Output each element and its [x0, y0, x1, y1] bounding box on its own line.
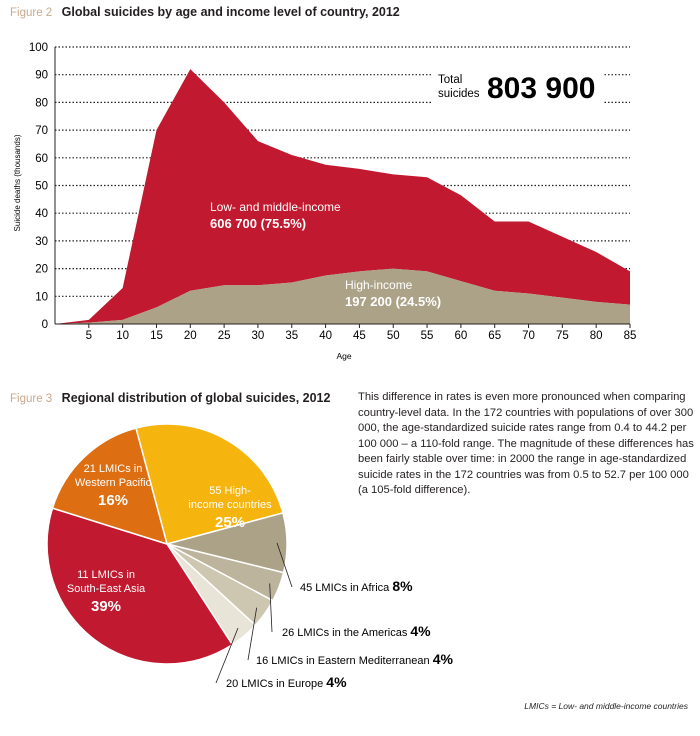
area-chart: 0 10 20 30 40 50 60 70 80 90 100 5 10 15 20 25 30 35 40 45 5… — [13, 42, 637, 361]
pie-south-east-asia-pct: 39% — [91, 598, 121, 615]
x-tick-label: 25 — [218, 330, 231, 342]
leader-line — [247, 607, 258, 661]
pie-western-pacific-label: 21 LMICs in — [84, 463, 143, 475]
pie-south-east-asia-label: South-East Asia — [67, 583, 146, 595]
pie-slice-south-east-asia — [46, 507, 234, 665]
leader-line — [215, 627, 239, 684]
pie-high-income-label: income countries — [188, 499, 272, 511]
x-tick-label: 10 — [116, 330, 129, 342]
y-tick-label: 50 — [35, 181, 48, 193]
y-axis-label: Suicide deaths (thousands) — [13, 134, 22, 231]
y-tick-label: 60 — [35, 153, 48, 165]
y-tick-label: 40 — [35, 208, 48, 220]
total-box — [432, 65, 604, 107]
pie-europe-label: 20 LMICs in Europe 4% — [226, 674, 347, 690]
pie-high-income-pct: 25% — [215, 514, 245, 531]
x-tick-label: 85 — [624, 330, 637, 342]
series-label-high-income: High-income — [345, 278, 413, 292]
x-tick-label: 60 — [454, 330, 467, 342]
y-tick-label: 30 — [35, 236, 48, 248]
pie-americas-label: 26 LMICs in the Americas 4% — [282, 623, 431, 639]
pie-africa-label: 45 LMICs in Africa 8% — [300, 578, 413, 594]
leader-line — [269, 583, 273, 633]
body-paragraph: This difference in rates is even more pr… — [358, 391, 694, 496]
total-label-line1: Total — [438, 74, 462, 86]
pie-slice-western-pacific — [51, 427, 169, 546]
y-tick-label: 90 — [35, 70, 48, 82]
x-axis-label: Age — [336, 351, 351, 361]
footnote: LMICs = Low- and middle-income countries — [524, 701, 688, 711]
x-tick-label: 75 — [556, 330, 569, 342]
area-series-high-income — [55, 268, 630, 324]
y-tick-label: 100 — [29, 42, 48, 54]
figure2-label: Figure 2 — [10, 7, 53, 19]
leader-line — [276, 542, 293, 588]
pie-western-pacific-pct: 16% — [98, 492, 128, 509]
x-tick-label: 70 — [522, 330, 535, 342]
series-total-lmic: 606 700 (75.5%) — [210, 216, 306, 231]
x-tick-label: 30 — [252, 330, 265, 342]
total-label-line2: suicides — [438, 88, 480, 100]
x-tick-label: 20 — [184, 330, 197, 342]
pie-high-income-label: 55 High- — [209, 485, 251, 497]
series-total-high-income: 197 200 (24.5%) — [345, 294, 441, 309]
x-tick-label: 50 — [387, 330, 400, 342]
x-tick-label: 40 — [319, 330, 332, 342]
x-tick-label: 65 — [488, 330, 501, 342]
figure3-title: Figure 3 Regional distribution of global… — [10, 391, 330, 405]
x-tick-label: 35 — [285, 330, 298, 342]
pie-slice-high-income — [135, 423, 284, 545]
figure2-name: Global suicides by age and income level … — [61, 5, 400, 19]
pie-eastern-mediterranean-label: 16 LMICs in Eastern Mediterranean 4% — [256, 651, 453, 667]
y-tick-label: 70 — [35, 125, 48, 137]
y-tick-label: 20 — [35, 264, 48, 276]
figure3-label: Figure 3 — [10, 393, 53, 405]
pie-western-pacific-label: Western Pacific — [75, 477, 152, 489]
x-tick-label: 80 — [590, 330, 603, 342]
y-tick-label: 80 — [35, 97, 48, 109]
x-tick-label: 45 — [353, 330, 366, 342]
series-label-lmic: Low- and middle-income — [210, 200, 341, 214]
y-tick-label: 0 — [42, 319, 48, 331]
x-tick-label: 55 — [421, 330, 434, 342]
pie-chart: 55 High-income countries 25% 21 LMICs in We… — [46, 423, 453, 690]
x-tick-label: 15 — [150, 330, 163, 342]
x-tick-label: 5 — [86, 330, 92, 342]
area-series-lmic — [55, 69, 630, 324]
total-value: 803 900 — [487, 72, 595, 105]
y-tick-label: 10 — [35, 291, 48, 303]
pie-south-east-asia-label: 11 LMICs in — [77, 569, 135, 581]
figure2-title: Figure 2 Global suicides by age and inco… — [10, 5, 400, 19]
figure3-name: Regional distribution of global suicides… — [61, 391, 331, 405]
